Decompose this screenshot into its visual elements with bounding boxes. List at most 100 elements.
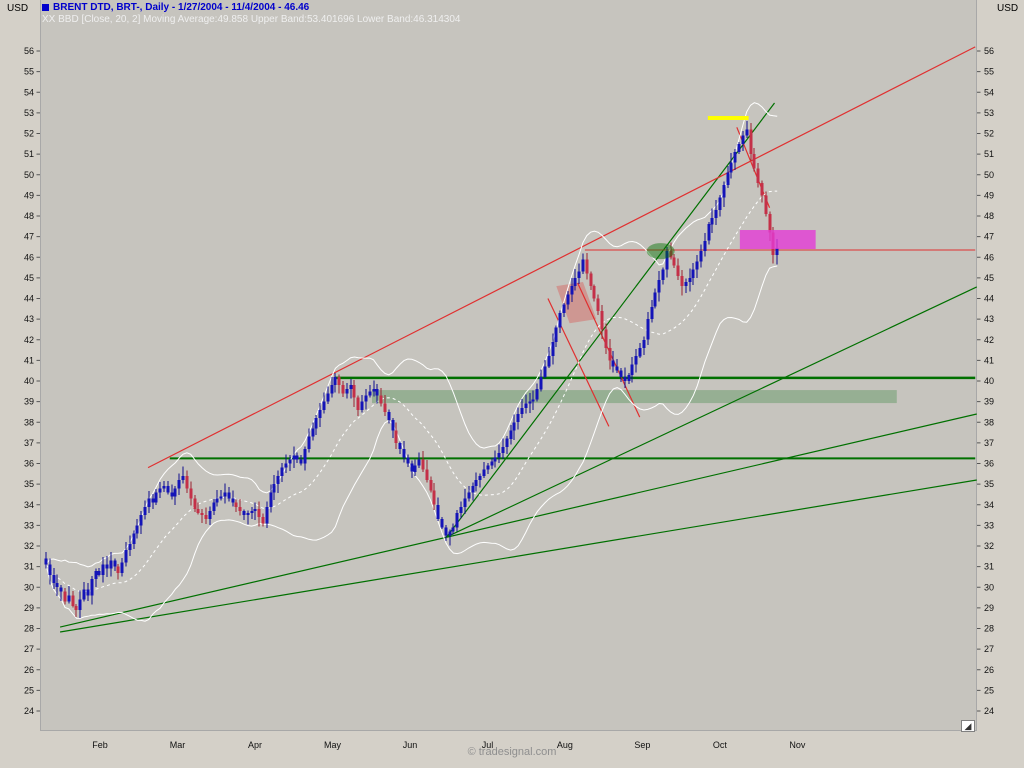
y-axis-label-left: 49 [24, 190, 34, 200]
y-axis-label-right: 33 [984, 520, 994, 530]
y-axis-label-right: 54 [984, 87, 994, 97]
indicator-label: XX BBD [Close, 20, 2] Moving Average:49.… [42, 14, 461, 25]
x-axis-label: Jul [482, 740, 494, 750]
resize-handle-icon[interactable]: ◢ [961, 720, 975, 732]
y-axis-label-right: 30 [984, 582, 994, 592]
right-axis-currency-label: USD [997, 3, 1019, 14]
y-axis-label-left: 56 [24, 46, 34, 56]
x-axis-label: Mar [170, 740, 186, 750]
x-axis-label: Apr [248, 740, 262, 750]
y-axis-label-left: 39 [24, 397, 34, 407]
y-axis-label-left: 48 [24, 211, 34, 221]
y-axis-label-left: 36 [24, 459, 34, 469]
y-axis-label-right: 56 [984, 46, 994, 56]
green-trendline [446, 286, 977, 538]
y-axis-label-right: 48 [984, 211, 994, 221]
y-axis-label-right: 37 [984, 438, 994, 448]
left-axis-currency-label: USD [7, 3, 29, 14]
y-axis-label-left: 26 [24, 665, 34, 675]
bollinger-upper-band [45, 102, 778, 568]
y-axis-label-right: 47 [984, 232, 994, 242]
candles-layer [44, 121, 779, 619]
y-axis-label-right: 31 [984, 562, 994, 572]
red-trendline [147, 46, 976, 469]
series-icon [42, 4, 49, 11]
y-axis-label-left: 50 [24, 170, 34, 180]
y-axis-label-right: 46 [984, 252, 994, 262]
y-axis-label-left: 54 [24, 87, 34, 97]
y-axis-label-left: 27 [24, 644, 34, 654]
y-axis-label-left: 31 [24, 562, 34, 572]
x-axis-label: May [324, 740, 342, 750]
y-axis-label-left: 46 [24, 252, 34, 262]
y-axis-label-right: 27 [984, 644, 994, 654]
flag-highlight [556, 282, 597, 324]
x-axis-label: Sep [634, 740, 650, 750]
green-trendline [59, 479, 977, 633]
green-trendline [446, 102, 776, 538]
x-axis-label: Nov [789, 740, 806, 750]
chart-title-row: BRENT DTD, BRT-, Daily - 1/27/2004 - 11/… [42, 2, 309, 13]
y-axis-label-right: 38 [984, 417, 994, 427]
y-axis-label-right: 44 [984, 294, 994, 304]
y-axis-label-right: 26 [984, 665, 994, 675]
y-axis-label-left: 55 [24, 67, 34, 77]
x-axis-label: Aug [557, 740, 573, 750]
y-axis-label-left: 47 [24, 232, 34, 242]
y-axis-label-right: 35 [984, 479, 994, 489]
support-zone-band [371, 390, 897, 404]
y-axis-label-left: 42 [24, 335, 34, 345]
bollinger-lower-band [45, 265, 778, 622]
plot-layers [44, 46, 977, 633]
x-axis-label: Jun [403, 740, 418, 750]
y-axis-label-left: 40 [24, 376, 34, 386]
y-axis-label-left: 34 [24, 500, 34, 510]
y-axis-label-left: 28 [24, 624, 34, 634]
y-axis-label-left: 43 [24, 314, 34, 324]
y-axis-label-left: 41 [24, 355, 34, 365]
y-axis-label-left: 45 [24, 273, 34, 283]
y-axis-label-right: 53 [984, 108, 994, 118]
y-axis-label-left: 53 [24, 108, 34, 118]
y-axis-label-left: 33 [24, 520, 34, 530]
y-axis-label-right: 36 [984, 459, 994, 469]
magenta-target-zone [739, 230, 816, 249]
breakout-highlight-ellipse [646, 243, 675, 260]
chart-title: BRENT DTD, BRT-, Daily - 1/27/2004 - 11/… [53, 2, 310, 13]
y-axis-label-right: 24 [984, 706, 994, 716]
y-axis-label-right: 32 [984, 541, 994, 551]
y-axis-label-right: 43 [984, 314, 994, 324]
y-axis-label-left: 44 [24, 294, 34, 304]
y-axis-label-right: 28 [984, 624, 994, 634]
y-axis-label-left: 35 [24, 479, 34, 489]
y-axis-label-right: 39 [984, 397, 994, 407]
y-axis-label-right: 49 [984, 190, 994, 200]
y-axis-label-right: 29 [984, 603, 994, 613]
y-axis-label-right: 51 [984, 149, 994, 159]
green-trendline [59, 413, 977, 628]
y-axis-label-left: 24 [24, 706, 34, 716]
y-axis-label-right: 41 [984, 355, 994, 365]
y-axis-label-right: 45 [984, 273, 994, 283]
y-axis-label-right: 42 [984, 335, 994, 345]
y-axis-label-left: 51 [24, 149, 34, 159]
watermark: © tradesignal.com [467, 746, 557, 758]
y-axis-label-left: 30 [24, 582, 34, 592]
y-axis-label-right: 40 [984, 376, 994, 386]
y-axis-label-right: 25 [984, 685, 994, 695]
y-axis-label-left: 38 [24, 417, 34, 427]
x-axis-label: Oct [713, 740, 728, 750]
y-axis-label-left: 32 [24, 541, 34, 551]
y-axis-label-left: 25 [24, 685, 34, 695]
y-axis-label-left: 37 [24, 438, 34, 448]
y-axis-label-right: 52 [984, 129, 994, 139]
y-axis-label-right: 50 [984, 170, 994, 180]
bollinger-middle-band [45, 190, 778, 593]
x-axis-label: Feb [92, 740, 108, 750]
y-axis-label-right: 34 [984, 500, 994, 510]
y-axis-label-right: 55 [984, 67, 994, 77]
y-axis-label-left: 29 [24, 603, 34, 613]
y-axis-label-left: 52 [24, 129, 34, 139]
